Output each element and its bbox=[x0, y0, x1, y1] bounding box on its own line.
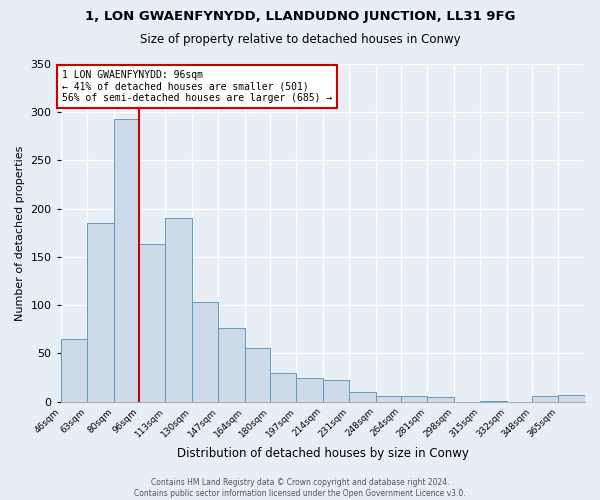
X-axis label: Distribution of detached houses by size in Conwy: Distribution of detached houses by size … bbox=[177, 447, 469, 460]
Text: 1 LON GWAENFYNYDD: 96sqm
← 41% of detached houses are smaller (501)
56% of semi-: 1 LON GWAENFYNYDD: 96sqm ← 41% of detach… bbox=[62, 70, 332, 103]
Bar bbox=[165, 218, 192, 402]
Bar bbox=[270, 373, 296, 402]
Bar bbox=[481, 401, 507, 402]
Bar bbox=[87, 223, 114, 402]
Bar bbox=[532, 396, 559, 402]
Bar bbox=[376, 396, 401, 402]
Bar bbox=[245, 348, 270, 402]
Bar bbox=[427, 397, 454, 402]
Bar bbox=[401, 396, 427, 402]
Bar bbox=[61, 339, 87, 402]
Bar bbox=[114, 119, 139, 402]
Y-axis label: Number of detached properties: Number of detached properties bbox=[15, 145, 25, 320]
Text: 1, LON GWAENFYNYDD, LLANDUDNO JUNCTION, LL31 9FG: 1, LON GWAENFYNYDD, LLANDUDNO JUNCTION, … bbox=[85, 10, 515, 23]
Bar bbox=[218, 328, 245, 402]
Bar bbox=[139, 244, 165, 402]
Bar bbox=[192, 302, 218, 402]
Bar bbox=[349, 392, 376, 402]
Bar bbox=[559, 395, 585, 402]
Bar bbox=[296, 378, 323, 402]
Text: Size of property relative to detached houses in Conwy: Size of property relative to detached ho… bbox=[140, 32, 460, 46]
Text: Contains HM Land Registry data © Crown copyright and database right 2024.
Contai: Contains HM Land Registry data © Crown c… bbox=[134, 478, 466, 498]
Bar bbox=[323, 380, 349, 402]
